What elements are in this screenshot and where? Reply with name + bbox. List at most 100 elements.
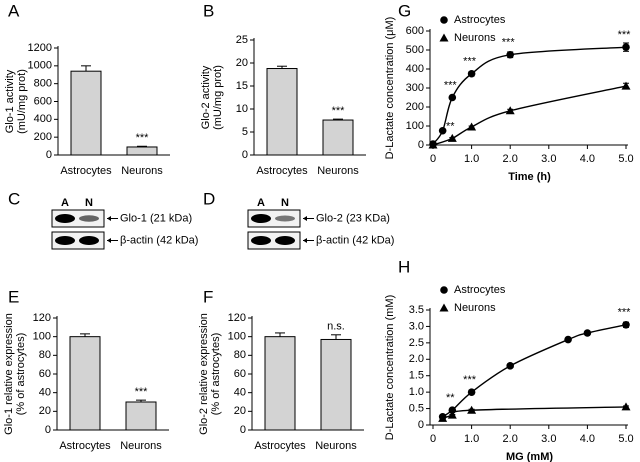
bar <box>125 401 157 431</box>
x-tick-label: Astrocytes <box>60 165 112 177</box>
y-tick-label: 100 <box>406 120 424 132</box>
marker <box>621 402 631 411</box>
annotation: n.s. <box>327 321 345 333</box>
panel-letter: F <box>203 287 213 306</box>
y-tick-label: 1200 <box>28 42 52 54</box>
y-tick-label: 80 <box>234 349 246 361</box>
panel-letter: D <box>203 189 215 208</box>
blot-band <box>55 236 75 245</box>
y-tick-label: 60 <box>234 368 246 380</box>
y-tick-label: 40 <box>234 387 246 399</box>
lane-label: A <box>257 197 265 209</box>
y-tick-label: 60 <box>39 368 51 380</box>
annotation: *** <box>463 56 477 68</box>
annotation: *** <box>135 386 149 398</box>
fit-curve <box>432 46 627 145</box>
panel-letter: E <box>8 287 19 306</box>
x-tick-label: Astrocytes <box>256 165 308 177</box>
marker <box>447 410 457 419</box>
x-tick-label: 4.0 <box>580 433 595 445</box>
y-tick-label: 100 <box>228 331 246 343</box>
x-tick-label: Neurons <box>121 165 163 177</box>
y-tick-label: 400 <box>34 113 52 125</box>
y-tick-label: 20 <box>236 57 248 69</box>
annotation: *** <box>463 374 477 386</box>
marker <box>438 126 447 135</box>
y-axis-label: Glo-2 relative expression <box>198 313 210 435</box>
panel-letter: A <box>8 1 20 20</box>
marker <box>621 81 631 90</box>
y-tick-label: 80 <box>39 349 51 361</box>
legend-marker <box>440 286 448 294</box>
y-tick-label: 120 <box>228 312 246 324</box>
x-tick-label: 0 <box>430 433 436 445</box>
blot-band <box>55 214 75 223</box>
y-axis-label: (% of astrocytes) <box>210 333 222 416</box>
arrow-head <box>303 216 307 221</box>
y-tick-label: 200 <box>406 101 424 113</box>
y-tick-label: 3.5 <box>409 304 424 316</box>
marker <box>448 93 457 102</box>
y-axis-label: D-Lactate concentration (μM) <box>384 17 396 160</box>
x-tick-label: 1.0 <box>464 433 479 445</box>
legend-label: Astrocytes <box>454 14 506 26</box>
y-tick-label: 300 <box>406 82 424 94</box>
blot-label: β-actin (42 kDa) <box>316 234 394 246</box>
fit-curve <box>432 85 627 146</box>
panel-letter: B <box>203 1 214 20</box>
x-tick-label: 3.0 <box>541 433 556 445</box>
y-tick-label: 0 <box>418 419 424 431</box>
annotation: *** <box>136 132 150 144</box>
y-tick-label: 3.0 <box>409 320 424 332</box>
y-tick-label: 15 <box>236 80 248 92</box>
y-axis-label: Glo-1 relative expression <box>3 313 15 435</box>
y-tick-label: 0 <box>242 149 248 161</box>
y-tick-label: 400 <box>406 63 424 75</box>
y-tick-label: 2.5 <box>409 337 424 349</box>
bar <box>322 119 354 156</box>
bar <box>126 146 158 156</box>
marker <box>467 122 477 131</box>
annotation: *** <box>332 105 346 117</box>
bar <box>70 70 102 156</box>
marker <box>438 413 448 422</box>
x-axis-label: MG (mM) <box>506 451 553 462</box>
marker <box>622 320 630 329</box>
y-tick-label: 0 <box>418 139 424 151</box>
annotation: *** <box>502 37 516 49</box>
y-tick-label: 2.0 <box>409 353 424 365</box>
y-tick-label: 20 <box>39 405 51 417</box>
y-tick-label: 25 <box>236 34 248 46</box>
legend-marker <box>439 33 449 42</box>
y-tick-label: 0 <box>240 424 246 436</box>
arrow-head <box>107 216 111 221</box>
bar <box>266 68 298 156</box>
x-tick-label: 5.0 <box>618 433 633 445</box>
legend-marker <box>440 16 448 24</box>
y-tick-label: 120 <box>33 312 51 324</box>
lane-label: N <box>85 197 93 209</box>
x-tick-label: 5.0 <box>618 153 633 165</box>
arrow-head <box>303 238 307 243</box>
panel-letter: C <box>8 189 20 208</box>
bar <box>320 338 352 431</box>
marker <box>506 50 514 59</box>
x-axis-label: Time (h) <box>508 171 551 183</box>
y-tick-label: 600 <box>34 95 52 107</box>
annotation: ** <box>446 392 455 404</box>
x-tick-label: 2.0 <box>503 153 518 165</box>
annotation: ** <box>446 120 455 132</box>
lane-label: N <box>281 197 289 209</box>
y-axis-label: (mU/mg prot) <box>212 65 224 130</box>
blot-band <box>79 236 99 245</box>
marker <box>564 335 572 344</box>
x-tick-label: Astrocytes <box>59 440 111 452</box>
y-tick-label: 5 <box>242 126 248 138</box>
y-tick-label: 200 <box>34 131 52 143</box>
y-tick-label: 500 <box>406 44 424 56</box>
marker <box>467 405 477 414</box>
marker <box>467 388 476 396</box>
y-tick-label: 20 <box>234 405 246 417</box>
y-tick-label: 0.5 <box>409 402 424 414</box>
